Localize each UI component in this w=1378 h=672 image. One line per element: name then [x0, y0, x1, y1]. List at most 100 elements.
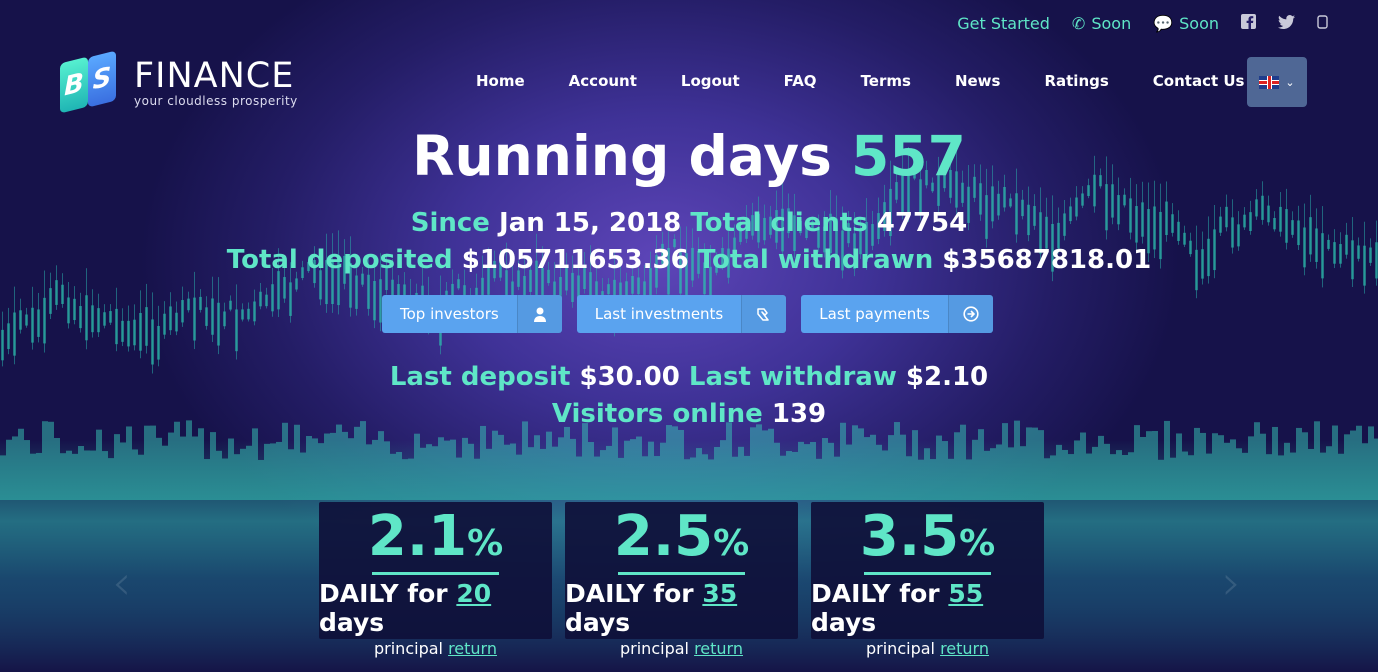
- candle-body: [193, 297, 196, 341]
- slider-next-icon[interactable]: ›: [1222, 555, 1242, 611]
- stats-line-3: Last deposit $30.00 Last withdraw $2.10: [0, 362, 1378, 392]
- candle-body: [757, 213, 760, 243]
- candle-body: [1123, 194, 1126, 206]
- plan-principal-label: principal: [374, 639, 443, 658]
- candle-body: [175, 312, 178, 332]
- candle-body: [487, 265, 490, 295]
- candle-body: [865, 221, 868, 262]
- candle-body: [751, 215, 754, 236]
- candle-body: [247, 308, 250, 320]
- plans-row: 2.1% DAILY for 20 days principal return …: [319, 502, 1044, 658]
- candle-body: [397, 284, 400, 299]
- logo-name: FINANCE: [134, 56, 295, 96]
- language-selector[interactable]: ⌄: [1247, 57, 1307, 107]
- logo-mark-icon: B S: [56, 50, 122, 116]
- stats-line-4: Visitors online 139: [0, 399, 1378, 429]
- candle-body: [1315, 228, 1318, 262]
- candle-body: [823, 226, 826, 253]
- logo[interactable]: B S FINANCE your cloudless prosperity: [56, 50, 298, 116]
- candle-body: [61, 284, 64, 304]
- plan-return-label: return: [694, 639, 743, 658]
- candle-body: [517, 270, 520, 287]
- plan-days: DAILY for 55 days: [811, 579, 1044, 637]
- candle-body: [289, 282, 292, 316]
- plan-card[interactable]: 2.5% DAILY for 35 days principal return: [565, 502, 798, 658]
- candle-body: [1021, 199, 1024, 217]
- top-investors-button[interactable]: Top investors: [382, 295, 562, 333]
- get-started-link[interactable]: Get Started: [957, 14, 1050, 33]
- candle-body: [127, 320, 130, 347]
- logo-tagline: your cloudless prosperity: [134, 94, 298, 108]
- candle-body: [541, 267, 544, 305]
- last-investments-button[interactable]: Last investments: [576, 295, 787, 333]
- candle-body: [151, 319, 154, 365]
- candle-body: [889, 188, 892, 237]
- candle-body: [835, 218, 838, 258]
- nav-terms[interactable]: Terms: [860, 72, 911, 90]
- nav-account[interactable]: Account: [568, 72, 637, 90]
- nav-faq[interactable]: FAQ: [783, 72, 817, 90]
- candle-body: [661, 243, 664, 265]
- top-investors-label: Top investors: [400, 305, 499, 323]
- candle-body: [1141, 202, 1144, 237]
- candle-body: [715, 259, 718, 273]
- candle-body: [505, 270, 508, 317]
- nav-ratings[interactable]: Ratings: [1044, 72, 1109, 90]
- candle-body: [1303, 227, 1306, 268]
- nav-contact-us[interactable]: Contact Us: [1152, 72, 1245, 90]
- candle-body: [97, 308, 100, 333]
- candle-body: [301, 267, 304, 279]
- candle-body: [109, 311, 112, 323]
- candle-body: [1339, 244, 1342, 264]
- candle-body: [1243, 214, 1246, 228]
- phone-link[interactable]: ✆ Soon: [1072, 14, 1131, 33]
- candle-body: [1093, 174, 1096, 207]
- candle-body: [37, 309, 40, 337]
- candle-body: [85, 295, 88, 341]
- plan-rate-percent: %: [713, 523, 750, 564]
- candle-body: [589, 272, 592, 318]
- plan-daily-label: DAILY for: [565, 579, 694, 608]
- candle-body: [637, 277, 640, 295]
- candle-body: [1189, 240, 1192, 255]
- candle-body: [115, 308, 118, 345]
- chat-link[interactable]: 💬 Soon: [1153, 14, 1219, 33]
- candle-body: [1231, 217, 1234, 248]
- candle-body: [985, 195, 988, 239]
- candle-body: [907, 172, 910, 214]
- candle-body: [847, 223, 850, 244]
- plan-rate: 3.5%: [860, 508, 995, 575]
- candle-body: [187, 298, 190, 311]
- candle-body: [307, 261, 310, 272]
- candle-body: [1033, 206, 1036, 226]
- facebook-icon[interactable]: [1241, 14, 1256, 33]
- candle-body: [871, 224, 874, 246]
- nav-news[interactable]: News: [954, 72, 1001, 90]
- candle-body: [1249, 212, 1252, 231]
- candle-body: [1375, 242, 1378, 279]
- twitter-icon[interactable]: [1278, 14, 1295, 33]
- phone-icon: ✆: [1071, 14, 1086, 33]
- slider-prev-icon[interactable]: ‹: [112, 555, 132, 611]
- top-bar: Get Started ✆ Soon 💬 Soon: [957, 14, 1328, 33]
- candle-body: [523, 275, 526, 308]
- phone-label: Soon: [1091, 14, 1132, 33]
- candle-body: [901, 175, 904, 212]
- plan-principal-label: principal: [866, 639, 935, 658]
- last-payments-button[interactable]: Last payments: [801, 295, 993, 333]
- plan-card[interactable]: 3.5% DAILY for 55 days principal return: [811, 502, 1044, 658]
- candle-body: [1195, 249, 1198, 291]
- candle-body: [547, 269, 550, 284]
- plan-return: principal return: [866, 639, 989, 658]
- candle-body: [91, 305, 94, 333]
- plan-card[interactable]: 2.1% DAILY for 20 days principal return: [319, 502, 552, 658]
- candle-body: [55, 280, 58, 305]
- candle-body: [331, 259, 334, 305]
- candle-body: [697, 250, 700, 274]
- instagram-icon[interactable]: [1317, 14, 1328, 33]
- candle-body: [1363, 245, 1366, 286]
- nav-home[interactable]: Home: [476, 72, 525, 90]
- withdrawn-value: $35687818.01: [942, 245, 1152, 275]
- nav-logout[interactable]: Logout: [680, 72, 740, 90]
- candle-body: [1207, 238, 1210, 277]
